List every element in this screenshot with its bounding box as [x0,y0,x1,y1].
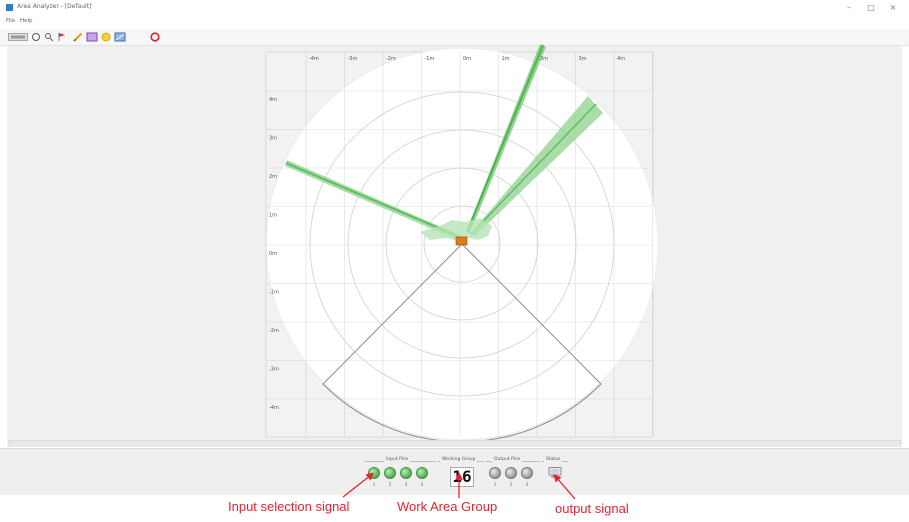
menu-help[interactable]: Help [20,18,33,24]
input-pins-title: Input Pins [384,457,411,462]
output-pin-3-led[interactable] [521,467,533,479]
stop-icon[interactable] [150,32,160,42]
working-group-display: 16 [450,467,474,487]
output-pin-3-label: 3 [525,482,529,487]
input-pin-4-label: 4 [420,482,424,487]
flag-icon[interactable] [57,32,67,42]
work-area-group-callout: Work Area Group [397,499,498,514]
connect-icon[interactable] [8,32,28,42]
input-pin-2-label: 2 [388,482,392,487]
window-title: Area Analyzer - [Default] [17,3,92,10]
output-pins-group: Output Pins 1 2 3 [486,457,540,489]
input-pin-3-label: 3 [404,482,408,487]
working-group: Working Group 16 [438,457,484,489]
circle-icon[interactable] [101,32,111,42]
maximize-button[interactable]: □ [867,3,875,12]
output-pin-2-label: 2 [509,482,513,487]
magnifier-icon[interactable] [44,32,54,42]
input-pin-3-led[interactable] [400,467,412,479]
close-button[interactable]: × [889,3,897,12]
monitor-icon[interactable] [548,467,562,478]
toolbar [0,29,909,46]
scroll-left-icon[interactable]: ‹ [9,440,11,446]
workspace [7,46,902,447]
output-pin-1-label: 1 [493,482,497,487]
status-bar: Input Pins 1 2 3 4 Working Group 16 Outp… [0,448,909,495]
input-pin-4-led[interactable] [416,467,428,479]
minimize-button[interactable]: – [847,3,851,12]
app-icon [6,4,13,11]
working-group-title: Working Group [440,457,478,462]
input-pins-group: Input Pins 1 2 3 4 [364,457,436,489]
title-bar: Area Analyzer - [Default] – □ × [0,0,909,16]
output-signal-callout: output signal [555,501,629,516]
input-pin-1-label: 1 [372,482,376,487]
status-title: Status [544,457,563,462]
input-selection-callout: Input selection signal [228,499,350,514]
horizontal-scrollbar[interactable]: ‹ › [8,440,902,447]
output-pins-title: Output Pins [492,457,523,462]
polygon-icon[interactable] [114,32,126,42]
status-group: Status [542,457,568,489]
output-pin-2-led[interactable] [505,467,517,479]
search-icon[interactable] [31,32,41,42]
menu-file[interactable]: File [6,18,16,24]
input-pin-2-led[interactable] [384,467,396,479]
input-pin-1-led[interactable] [368,467,380,479]
rectangle-icon[interactable] [86,32,98,42]
output-pin-1-led[interactable] [489,467,501,479]
pencil-icon[interactable] [73,32,83,42]
scroll-right-icon[interactable]: › [899,440,901,446]
